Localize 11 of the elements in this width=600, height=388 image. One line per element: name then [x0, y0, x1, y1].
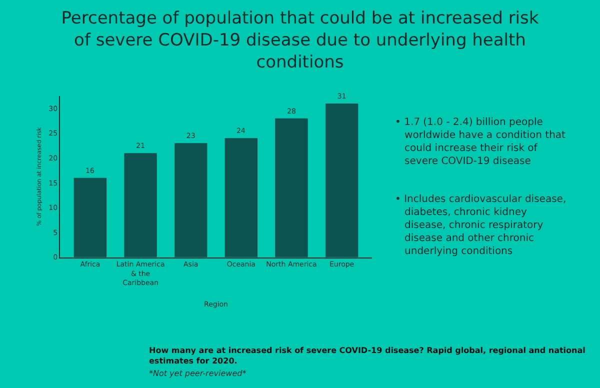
text: How many are at increased risk of severe COVID-19 disease? Rapid global, regional and national estimates for 2020.	[149, 346, 586, 366]
bar	[174, 143, 208, 258]
bar	[124, 153, 157, 258]
text: • 1.7 (1.0 - 2.4) billion people worldwide have a condition that could increase their risk of severe COVID-19 disease	[395, 117, 566, 167]
bar	[224, 138, 258, 258]
text: • Includes cardiovascular disease, diabetes, chronic kidney disease, chronic respiratory disease and other chronic underlying conditions	[395, 194, 566, 257]
bar	[325, 103, 358, 258]
bar	[275, 118, 308, 258]
text: *Not yet peer-reviewed*	[149, 369, 246, 378]
bar	[74, 178, 107, 258]
chart-title: Percentage of population that could be at increased risk of severe COVID-19 disease due to underlying health conditions	[61, 8, 539, 72]
